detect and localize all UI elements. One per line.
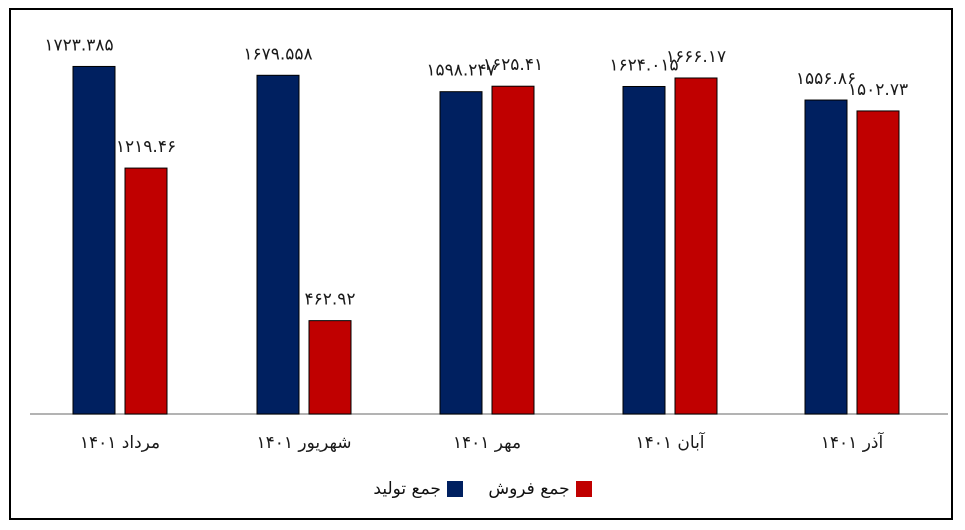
data-label-production-0: ۱۷۲۳.۳۸۵ [44,35,113,55]
x-tick-label-0: مرداد ۱۴۰۱ [80,433,160,453]
data-label-production-2: ۱۵۹۸.۲۴۷ [426,61,495,81]
bar-production-4 [804,99,848,415]
data-label-production-3: ۱۶۲۴.۰۱۵ [609,55,678,75]
data-label-sales-4: ۱۵۰۲.۷۳ [848,80,908,100]
bar-sales-4 [856,110,900,415]
data-label-production-4: ۱۵۵۶.۸۶ [796,69,856,89]
bar-production-1 [256,74,300,415]
data-label-sales-2: ۱۶۲۵.۴۱ [483,55,543,75]
x-tick-label-4: آذر ۱۴۰۱ [821,431,885,453]
legend: جمع تولید جمع فروش [0,479,965,502]
bar-sales-2 [491,85,535,415]
legend-label-sales: جمع فروش [488,479,570,499]
bar-production-0 [72,65,116,415]
bar-production-2 [439,91,483,415]
x-tick-label-1: شهریور ۱۴۰۱ [256,433,351,453]
x-tick-label-2: مهر ۱۴۰۱ [453,433,521,453]
data-label-sales-1: ۴۶۲.۹۲ [304,290,355,310]
bars-group [72,65,900,415]
data-label-production-1: ۱۶۷۹.۵۵۸ [243,44,312,64]
data-label-sales-0: ۱۲۱۹.۴۶ [116,137,176,157]
x-tick-label-3: آبان ۱۴۰۱ [635,431,705,453]
legend-label-production: جمع تولید [373,479,441,499]
data-label-sales-3: ۱۶۶۶.۱۷ [666,47,726,67]
bar-production-3 [622,85,666,415]
bar-sales-0 [124,167,168,415]
legend-swatch-sales [575,481,592,497]
legend-item-production: جمع تولید [373,479,463,499]
legend-swatch-production [446,481,463,497]
legend-item-sales: جمع فروش [488,479,592,499]
x-tick-labels-group: مرداد ۱۴۰۱ شهریور ۱۴۰۱ مهر ۱۴۰۱ آبان ۱۴۰۱ آذ… [80,431,885,453]
bar-sales-3 [674,77,718,415]
bar-sales-1 [308,320,352,415]
